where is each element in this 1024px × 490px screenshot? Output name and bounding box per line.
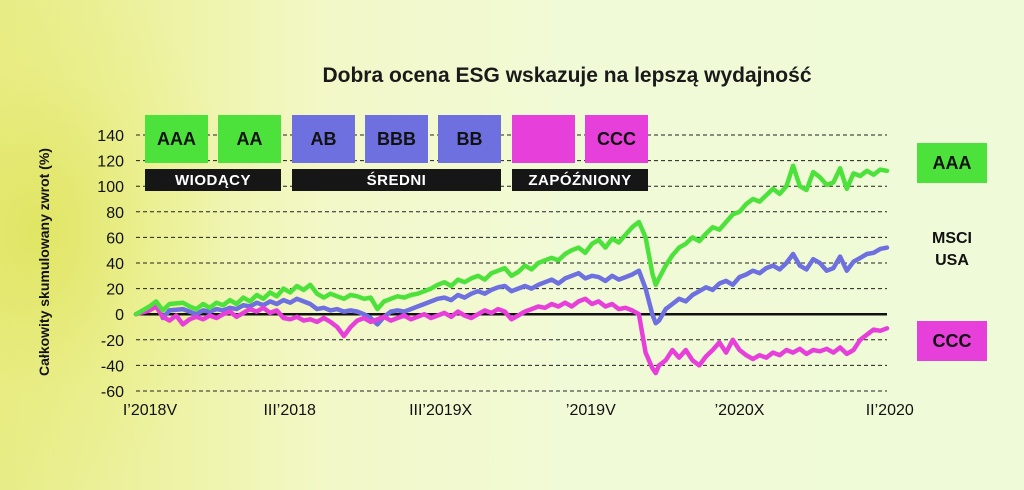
y-tick-label: 40 (106, 256, 124, 273)
y-axis-label: Całkowity skumulowany zwrot (%) (36, 148, 52, 376)
legend-label: CCC (932, 330, 972, 351)
series-line-ccc (133, 296, 890, 376)
y-axis-ticks: 140 120 100 80 60 40 20 0 -20 -40 -60 (97, 128, 124, 401)
y-tick-label: 80 (106, 205, 124, 222)
rating-label: BB (456, 128, 483, 149)
series-line-aaa (133, 163, 890, 317)
series-line-msci-usa (133, 245, 890, 327)
rating-box-bb: BB (438, 115, 501, 163)
rating-label: AAA (157, 128, 196, 149)
legend-msci-line2: USA (935, 252, 969, 269)
group-label-average: ŚREDNI (292, 169, 501, 191)
rating-box-aa: AA (218, 115, 281, 163)
x-tick-label: II’2020 (866, 402, 914, 419)
rating-box-ab: AB (292, 115, 355, 163)
x-tick-label: ’2019V (566, 402, 616, 419)
x-tick-label: ’2020X (715, 402, 765, 419)
x-axis-ticks: I’2018V III’2018 III’2019X ’2019V ’2020X II’2… (123, 402, 914, 419)
series-lines (133, 163, 890, 376)
y-tick-label: 60 (106, 230, 124, 247)
y-tick-label: -20 (101, 333, 124, 350)
rating-label: BBB (377, 128, 416, 149)
legend-label: AAA (932, 152, 972, 173)
legend-aaa: AAA (917, 143, 987, 183)
rating-box-ccc: CCC (585, 115, 648, 163)
y-tick-label: -60 (101, 384, 124, 401)
x-tick-label: III’2019X (409, 402, 472, 419)
rating-box-aaa: AAA (145, 115, 208, 163)
rating-box-bbb: BBB (365, 115, 428, 163)
group-label-laggard: ZAPÓŹNIONY (512, 169, 648, 191)
line-chart: 140 120 100 80 60 40 20 0 -20 -40 -60 I’2018V III’2… (97, 128, 914, 419)
y-tick-label: 140 (97, 128, 124, 145)
y-tick-label: -40 (101, 358, 124, 375)
x-tick-label: III’2018 (263, 402, 316, 419)
grid (136, 134, 887, 392)
chart-title: Dobra ocena ESG wskazuje na lepszą wydaj… (322, 64, 812, 87)
y-tick-label: 100 (97, 179, 124, 196)
rating-label: AA (236, 128, 263, 149)
x-tick-label: I’2018V (123, 402, 178, 419)
legend-ccc: CCC (917, 321, 987, 361)
legend-msci-line1: MSCI (932, 230, 972, 247)
y-tick-label: 0 (115, 307, 124, 324)
y-tick-label: 20 (106, 282, 124, 299)
rating-box-blank (512, 115, 575, 163)
legend-msci-usa: MSCI USA (910, 228, 994, 272)
rating-label: CCC (597, 128, 636, 149)
y-tick-label: 120 (97, 154, 124, 171)
group-label-leading: WIODĄCY (145, 169, 281, 191)
rating-label: AB (310, 128, 337, 149)
